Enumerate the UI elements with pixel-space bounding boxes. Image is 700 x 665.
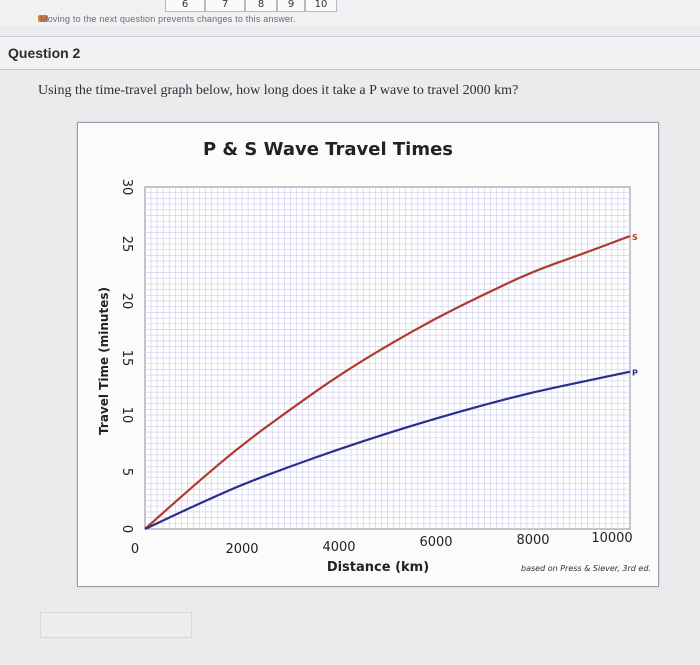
y-tick-label: 10 [119,407,134,424]
grid-lines [145,187,630,529]
y-tick-label: 20 [119,293,134,310]
question-nav-6[interactable]: 6 [165,0,205,12]
x-tick-label: 6000 [419,535,452,550]
y-axis-label: Travel Time (minutes) [97,287,111,435]
question-prompt: Using the time-travel graph below, how l… [38,83,519,98]
question-title: Question 2 [8,45,81,61]
question-nav-7[interactable]: 7 [205,0,245,12]
series-lines: SP [144,233,638,530]
question-nav-8[interactable]: 8 [245,0,277,12]
y-tick-label: 30 [119,179,134,196]
question-nav-10[interactable]: 10 [305,0,337,12]
source-note: based on Press & Siever, 3rd ed. [521,564,651,573]
series-line-s [144,234,631,530]
answer-input[interactable] [40,612,192,638]
chart-title: P & S Wave Travel Times [203,139,453,160]
question-header: Question 2 [0,36,700,70]
navigation-warning: Moving to the next question prevents cha… [40,14,296,24]
x-tick-labels: 0 2000 4000 6000 8000 10000 [131,531,633,557]
x-axis-label: Distance (km) [327,560,429,575]
series-line-p [144,370,631,530]
x-tick-label: 8000 [516,533,549,548]
series-label-s: S [632,233,638,242]
chart-image: P & S Wave Travel Times 0 5 10 15 20 25 30 0 20… [77,122,659,587]
series-label-p: P [632,369,638,378]
warning-icon [38,15,48,22]
y-tick-label: 15 [119,350,134,367]
y-tick-label: 5 [119,468,134,476]
question-nav-9[interactable]: 9 [277,0,305,12]
y-tick-label: 25 [119,236,134,253]
y-tick-label: 0 [119,525,134,533]
x-tick-label: 4000 [322,540,355,555]
top-navigation-strip: 6 7 8 9 10 Moving to the next question p… [0,0,700,27]
x-tick-label: 10000 [591,531,632,546]
y-tick-labels: 0 5 10 15 20 25 30 [119,179,134,533]
travel-time-chart: P & S Wave Travel Times 0 5 10 15 20 25 30 0 20… [97,139,651,575]
x-tick-label: 2000 [225,542,258,557]
x-tick-label: 0 [131,542,139,557]
